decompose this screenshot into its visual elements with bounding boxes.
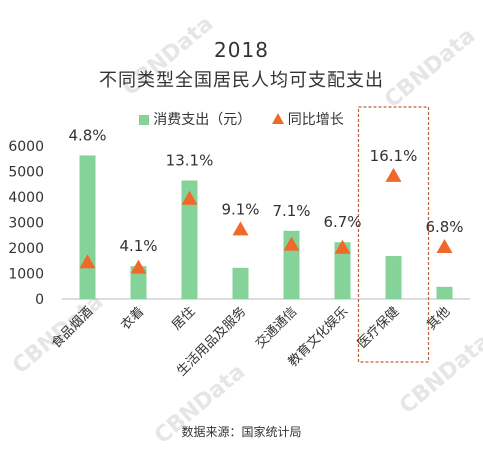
- legend-bar-swatch: [139, 115, 150, 125]
- bar: [130, 266, 147, 299]
- chart-legend: 消费支出（元） 同比增长: [0, 109, 483, 129]
- legend-marker-label: 同比增长: [287, 112, 344, 128]
- growth-marker: [232, 221, 249, 236]
- data-source: 数据来源：国家统计局: [181, 425, 302, 439]
- highlight-box: [357, 106, 430, 363]
- bar: [385, 256, 402, 299]
- growth-marker: [436, 238, 453, 253]
- bar: [79, 155, 96, 299]
- y-tick-label: 3000: [8, 216, 44, 232]
- legend-item-marker: 同比增长: [271, 109, 344, 129]
- bar: [232, 267, 249, 299]
- y-tick-label: 0: [35, 292, 44, 308]
- chart-title: 2018: [214, 38, 269, 62]
- x-tick-label: 食品烟酒: [48, 304, 96, 352]
- legend-triangle-icon: [271, 113, 284, 124]
- growth-marker: [334, 239, 351, 254]
- y-tick-label: 5000: [8, 165, 44, 181]
- bar: [334, 242, 351, 299]
- x-tick-label: 交通通信: [252, 304, 300, 352]
- growth-marker: [181, 190, 198, 205]
- y-tick-label: 1000: [8, 267, 44, 283]
- bar: [436, 286, 453, 299]
- x-tick-label: 医疗保健: [355, 304, 402, 351]
- growth-label: 4.8%: [68, 126, 106, 144]
- growth-marker: [79, 254, 96, 269]
- growth-marker: [385, 167, 402, 182]
- y-tick-label: 4000: [8, 190, 44, 206]
- x-tick-label: 衣着: [118, 304, 148, 334]
- growth-label: 4.1%: [119, 237, 157, 255]
- growth-label: 6.7%: [323, 213, 361, 231]
- x-tick-label: 居住: [169, 304, 198, 333]
- growth-label: 7.1%: [272, 202, 310, 220]
- growth-label: 9.1%: [221, 200, 259, 218]
- growth-label: 6.8%: [425, 218, 463, 236]
- bar: [181, 180, 198, 299]
- y-tick-label: 2000: [8, 241, 44, 257]
- growth-marker: [283, 236, 300, 251]
- chart-subtitle: 不同类型全国居民人均可支配支出: [99, 70, 384, 91]
- growth-label: 13.1%: [166, 152, 214, 170]
- legend-item-bar: 消费支出（元）: [139, 109, 251, 129]
- legend-bar-label: 消费支出（元）: [153, 112, 252, 128]
- y-tick-label: 6000: [8, 139, 44, 155]
- growth-marker: [130, 259, 147, 274]
- growth-label: 16.1%: [370, 147, 418, 165]
